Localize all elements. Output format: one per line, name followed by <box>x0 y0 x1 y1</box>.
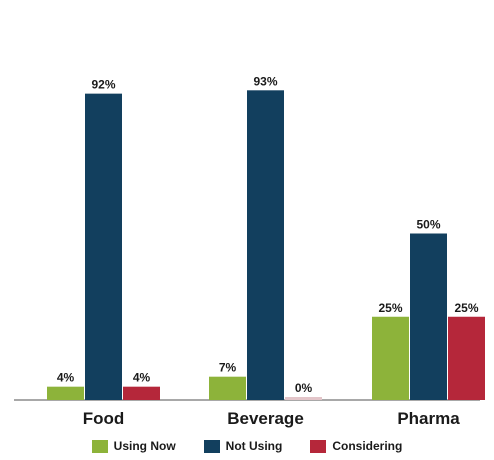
legend-item-not-using: Not Using <box>203 439 283 453</box>
legend-label-not-using: Not Using <box>225 439 283 453</box>
data-label-food-considering: 4% <box>133 371 151 385</box>
category-label-pharma: Pharma <box>397 409 460 428</box>
data-label-pharma-not-using: 50% <box>416 218 440 232</box>
legend-swatch-considering <box>310 439 327 453</box>
bar-pharma-not-using <box>410 233 447 400</box>
labels-layer: 4% 92% 4% 7% 93% 0% 25% 50% 25% <box>57 74 479 395</box>
data-label-pharma-using-now: 25% <box>378 301 402 315</box>
bar-pharma-using-now <box>372 316 409 400</box>
bar-food-using-now <box>47 386 84 400</box>
data-label-beverage-not-using: 93% <box>253 74 277 88</box>
data-label-beverage-using-now: 7% <box>219 361 237 375</box>
category-labels: Food Beverage Pharma <box>83 409 460 428</box>
legend: Using Now Not Using Considering <box>0 436 494 456</box>
category-label-beverage: Beverage <box>227 409 304 428</box>
legend-label-using-now: Using Now <box>113 439 176 453</box>
legend-swatch-not-using <box>203 439 220 453</box>
data-label-food-not-using: 92% <box>91 78 115 92</box>
bar-beverage-using-now <box>209 376 246 400</box>
data-label-food-using-now: 4% <box>57 371 75 385</box>
legend-item-considering: Considering <box>310 439 402 453</box>
bar-beverage-not-using <box>247 90 284 400</box>
data-label-beverage-considering: 0% <box>295 381 313 395</box>
legend-item-using-now: Using Now <box>91 439 176 453</box>
bar-beverage-considering <box>285 397 322 400</box>
legend-label-considering: Considering <box>332 439 403 453</box>
legend-swatch-using-now <box>91 439 108 453</box>
bar-pharma-considering <box>448 316 485 400</box>
bar-food-considering <box>123 386 160 400</box>
data-label-pharma-considering: 25% <box>454 301 478 315</box>
bar-food-not-using <box>85 93 122 400</box>
category-label-food: Food <box>83 409 125 428</box>
bars-layer <box>47 90 485 400</box>
